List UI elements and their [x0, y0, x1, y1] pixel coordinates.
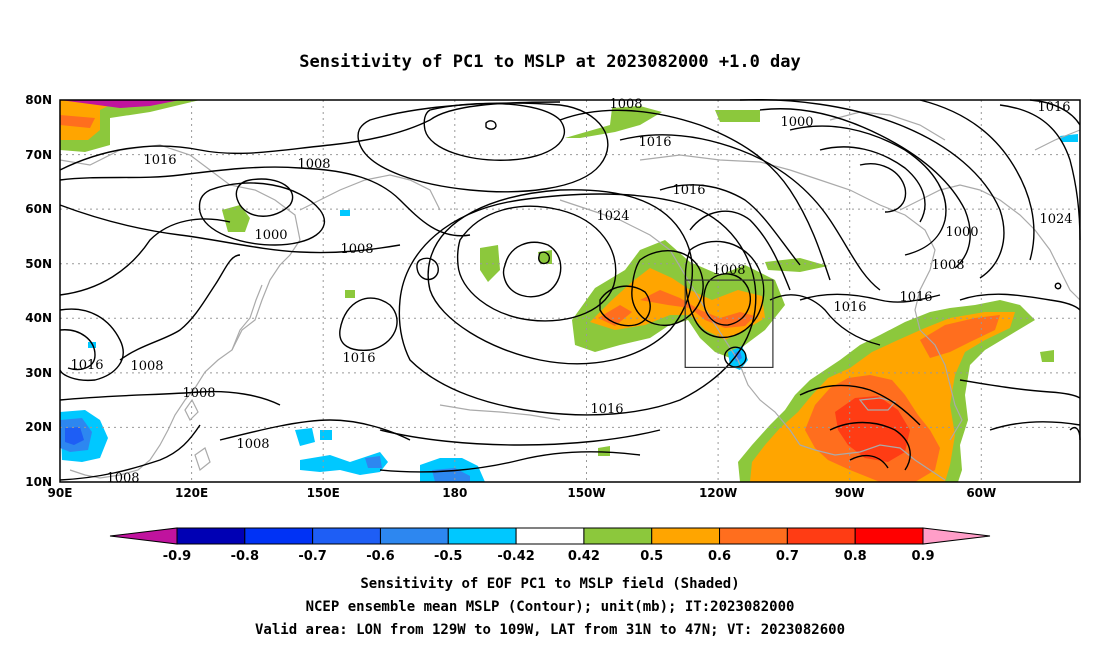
- contour-label: 1008: [297, 157, 330, 172]
- contour-label: 1016: [638, 135, 671, 150]
- shade-green-region: [715, 110, 760, 122]
- lat-tick-label: 10N: [25, 475, 52, 489]
- colorbar-label: 0.7: [776, 549, 799, 564]
- map-frame: [59, 99, 1081, 483]
- contour-label: 1008: [106, 471, 139, 486]
- colorbar-swatch: [379, 527, 449, 545]
- contour-label: 1024: [1039, 212, 1072, 227]
- contour-label: 1000: [780, 115, 813, 130]
- colorbar-extend-low: [109, 527, 178, 545]
- valid-area-box: [684, 279, 774, 369]
- caption-line: NCEP ensemble mean MSLP (Contour); unit(…: [306, 599, 795, 615]
- colorbar-extend-high: [922, 527, 991, 545]
- shade-orangered-region: [60, 115, 95, 128]
- contour-label: 1016: [1037, 100, 1070, 115]
- lon-tick-label: 120W: [699, 486, 737, 500]
- lat-tick-label: 30N: [25, 366, 52, 380]
- lon-tick-label: 150W: [567, 486, 605, 500]
- lon-ticks: 90E 120E 150E 180 150W 120W 90W 60W: [48, 486, 997, 500]
- caption: Sensitivity of EOF PC1 to MSLP field (Sh…: [255, 576, 845, 638]
- colorbar-swatch: [583, 527, 653, 545]
- colorbar-label: 0.42: [568, 549, 600, 564]
- lat-tick-label: 70N: [25, 148, 52, 162]
- contour-label: 1008: [340, 242, 373, 257]
- contour-label: 1016: [342, 351, 375, 366]
- shade-orangered-region: [598, 305, 632, 326]
- colorbar-swatch: [854, 527, 924, 545]
- map-panel: 1008 1016 1000 1016 1016 1008 1016 1024 …: [59, 97, 1081, 486]
- contour-label: 1016: [143, 153, 176, 168]
- contour-label: 1024: [596, 209, 629, 224]
- lon-tick-label: 120E: [175, 486, 208, 500]
- colorbar-label: -0.8: [231, 549, 259, 564]
- caption-line: Valid area: LON from 129W to 109W, LAT f…: [255, 622, 845, 638]
- shade-blue-region: [733, 350, 742, 362]
- lon-tick-label: 90E: [48, 486, 73, 500]
- colorbar-swatch: [176, 527, 246, 545]
- figure-title: Sensitivity of PC1 to MSLP at 2023082000…: [299, 52, 801, 72]
- shade-cyan-region: [300, 452, 388, 475]
- caption-line: Sensitivity of EOF PC1 to MSLP field (Sh…: [360, 576, 739, 592]
- shade-blue-region: [65, 427, 84, 445]
- contour-labels: 1008 1016 1000 1016 1016 1008 1016 1024 …: [70, 97, 1072, 486]
- contour-label: 1008: [182, 386, 215, 401]
- lat-tick-label: 40N: [25, 311, 52, 325]
- colorbar-swatch: [312, 527, 381, 545]
- lon-tick-label: 150E: [307, 486, 340, 500]
- contour-label: 1008: [931, 258, 964, 273]
- colorbar-swatch: [651, 527, 721, 545]
- lon-tick-label: 180: [442, 486, 467, 500]
- shade-cyan-region: [340, 210, 350, 216]
- contour-label: 1000: [254, 228, 287, 243]
- shade-green-region: [565, 106, 662, 138]
- contour-label: 1016: [833, 300, 866, 315]
- lat-tick-label: 50N: [25, 257, 52, 271]
- lat-tick-label: 20N: [25, 420, 52, 434]
- shade-green-region: [1040, 350, 1054, 362]
- lat-tick-label: 80N: [25, 93, 52, 107]
- shade-green-region: [598, 446, 610, 456]
- contour-label: 1016: [899, 290, 932, 305]
- colorbar-swatch: [447, 527, 517, 545]
- contour-label: 1008: [236, 437, 269, 452]
- colorbar-swatch: [719, 527, 788, 545]
- lon-tick-label: 90W: [835, 486, 865, 500]
- colorbar-label: 0.5: [640, 549, 663, 564]
- contour-label: 1000: [945, 225, 978, 240]
- contour-label: 1008: [712, 263, 745, 278]
- shade-orangered-region: [920, 315, 1000, 358]
- colorbar-swatch: [515, 527, 585, 545]
- shade-red-region: [835, 396, 910, 462]
- colorbar-label: 0.8: [844, 549, 867, 564]
- mslp-contours: [59, 99, 1081, 481]
- shade-blue-region: [365, 456, 382, 468]
- colorbar-label: 0.6: [708, 549, 731, 564]
- colorbar-swatch: [244, 527, 314, 545]
- shade-green-region: [222, 205, 250, 232]
- shade-cyan-region: [295, 428, 315, 446]
- contour-label: 1016: [590, 402, 623, 417]
- colorbar-label: -0.9: [163, 549, 191, 564]
- colorbar-label: 0.9: [911, 549, 934, 564]
- lat-ticks: 80N 70N 60N 50N 40N 30N 20N 10N: [25, 93, 52, 489]
- shaded-sensitivity: [60, 100, 1078, 482]
- colorbar-label: -0.6: [366, 549, 394, 564]
- colorbar-label: -0.5: [434, 549, 462, 564]
- shade-cyan-region: [320, 430, 332, 440]
- lat-tick-label: 60N: [25, 202, 52, 216]
- colorbar-label: -0.42: [497, 549, 534, 564]
- shade-green-region: [345, 290, 355, 298]
- shade-magenta-region: [60, 100, 180, 108]
- colorbar: -0.9 -0.8 -0.7 -0.6 -0.5 -0.42 0.42 0.5 0.6 0.7 0.…: [109, 527, 991, 564]
- contour-label: 1008: [130, 359, 163, 374]
- lon-tick-label: 60W: [966, 486, 996, 500]
- shade-green-region: [480, 245, 500, 282]
- contour-label: 1016: [672, 183, 705, 198]
- colorbar-swatch: [786, 527, 856, 545]
- colorbar-label: -0.7: [298, 549, 326, 564]
- contour-label: 1016: [70, 358, 103, 373]
